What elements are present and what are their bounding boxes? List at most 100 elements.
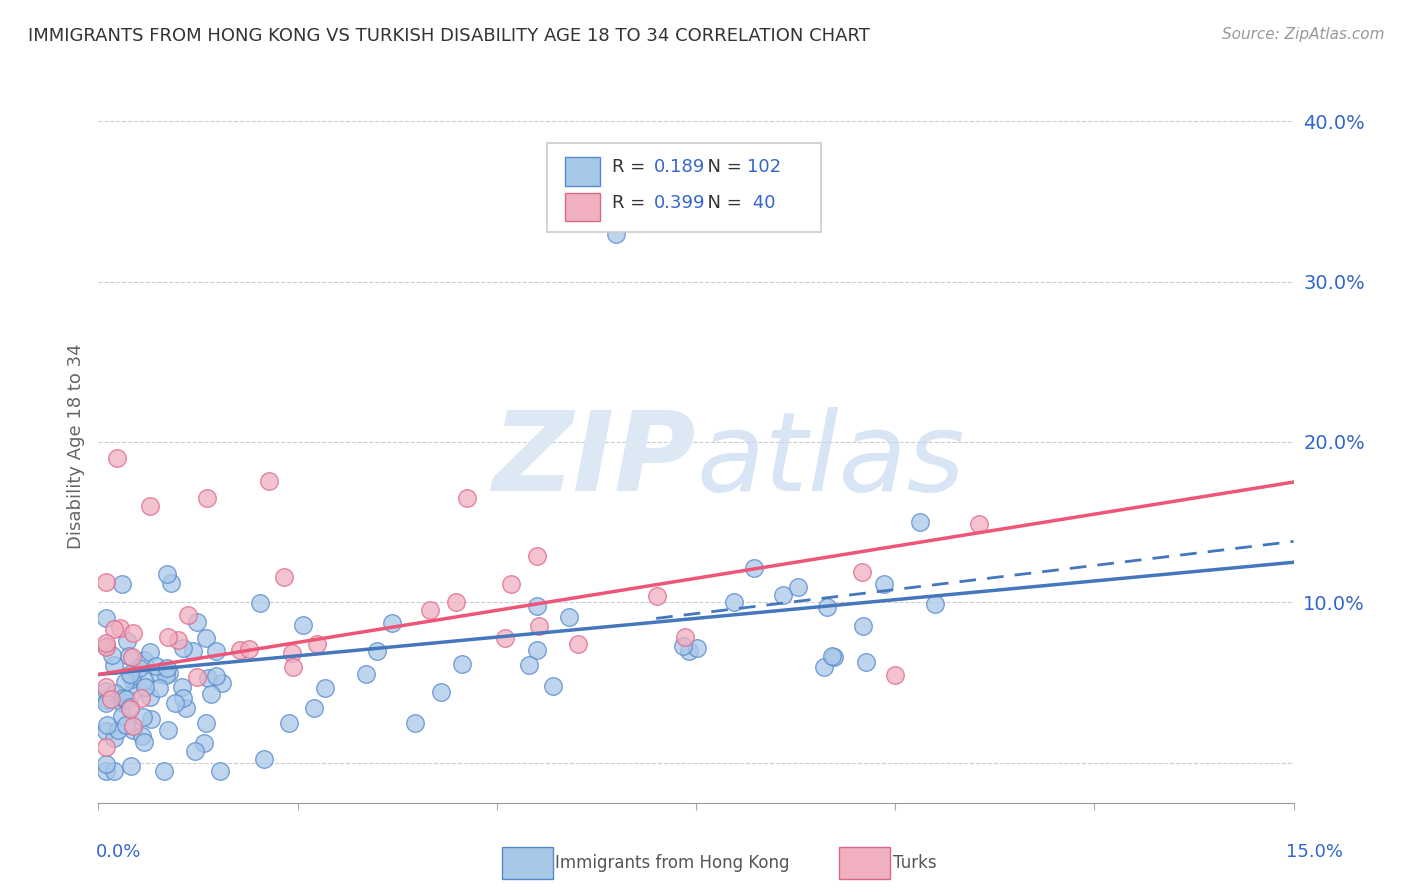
Point <box>678 644 700 658</box>
Point <box>96 640 118 654</box>
Point <box>195 631 218 645</box>
Point <box>96 639 118 653</box>
Point <box>174 701 197 715</box>
Point <box>96 684 118 698</box>
Point <box>186 615 208 629</box>
Point <box>103 622 125 636</box>
Point <box>114 692 136 706</box>
Point <box>172 640 194 655</box>
Text: 40: 40 <box>748 194 776 212</box>
Point <box>118 649 141 664</box>
Point <box>501 577 523 591</box>
Point <box>105 450 128 465</box>
Point <box>281 660 304 674</box>
Point <box>112 690 135 705</box>
Point <box>145 658 167 673</box>
Point <box>115 718 138 732</box>
Text: 102: 102 <box>748 159 782 177</box>
Point <box>451 657 474 672</box>
Point <box>195 491 218 505</box>
Point <box>884 667 907 681</box>
Point <box>813 659 835 673</box>
Point <box>855 656 877 670</box>
Point <box>823 649 845 664</box>
Point <box>527 619 550 633</box>
Point <box>307 637 329 651</box>
Point <box>672 639 695 653</box>
Point <box>163 696 186 710</box>
Point <box>121 649 143 664</box>
Point <box>138 645 160 659</box>
Point <box>517 657 540 672</box>
Text: 0.189: 0.189 <box>654 159 706 177</box>
Point <box>404 715 426 730</box>
Point <box>115 634 138 648</box>
Point <box>208 764 231 778</box>
Point <box>134 735 156 749</box>
Point <box>120 758 142 772</box>
Point <box>96 636 118 650</box>
Point <box>96 611 118 625</box>
Point <box>157 723 180 738</box>
Point <box>139 690 162 705</box>
Point <box>430 685 453 699</box>
Point <box>526 643 548 657</box>
Point <box>419 603 441 617</box>
Point <box>851 565 873 579</box>
Point <box>122 719 145 733</box>
Point <box>134 652 156 666</box>
Point <box>122 626 145 640</box>
Point <box>281 646 304 660</box>
Point <box>118 700 141 714</box>
Point <box>100 692 122 706</box>
Point <box>558 610 581 624</box>
Point <box>205 643 228 657</box>
Point <box>96 723 118 738</box>
Point <box>605 227 627 241</box>
FancyBboxPatch shape <box>547 143 821 232</box>
Point <box>278 716 301 731</box>
Point <box>647 589 669 603</box>
Point <box>908 516 931 530</box>
Point <box>157 630 180 644</box>
Point <box>96 764 118 778</box>
Text: N =: N = <box>696 194 748 212</box>
Point <box>444 595 467 609</box>
Point <box>159 666 181 681</box>
Point <box>111 709 134 723</box>
Point <box>686 641 709 656</box>
Text: 0.399: 0.399 <box>654 194 706 212</box>
Point <box>122 723 145 738</box>
Point <box>132 709 155 723</box>
Text: atlas: atlas <box>696 407 965 514</box>
Point <box>155 567 177 582</box>
Point <box>107 723 129 737</box>
Point <box>302 701 325 715</box>
Text: R =: R = <box>613 194 651 212</box>
FancyBboxPatch shape <box>565 157 600 186</box>
Point <box>101 648 124 662</box>
Point <box>186 670 208 684</box>
Point <box>134 680 156 694</box>
Point <box>292 618 315 632</box>
Point <box>924 597 946 611</box>
Point <box>211 675 233 690</box>
Point <box>172 690 194 705</box>
Text: R =: R = <box>613 159 651 177</box>
Point <box>96 574 118 589</box>
Point <box>366 644 388 658</box>
Point <box>155 667 177 681</box>
Point <box>541 679 564 693</box>
Point <box>494 631 516 645</box>
Point <box>121 669 143 683</box>
Text: ZIP: ZIP <box>492 407 696 514</box>
Point <box>96 740 118 755</box>
Point <box>723 595 745 609</box>
Point <box>118 702 141 716</box>
Point <box>238 642 260 657</box>
Point <box>456 491 478 506</box>
Point <box>821 648 844 663</box>
Point <box>742 561 765 575</box>
Point <box>526 549 548 563</box>
Point <box>249 596 271 610</box>
